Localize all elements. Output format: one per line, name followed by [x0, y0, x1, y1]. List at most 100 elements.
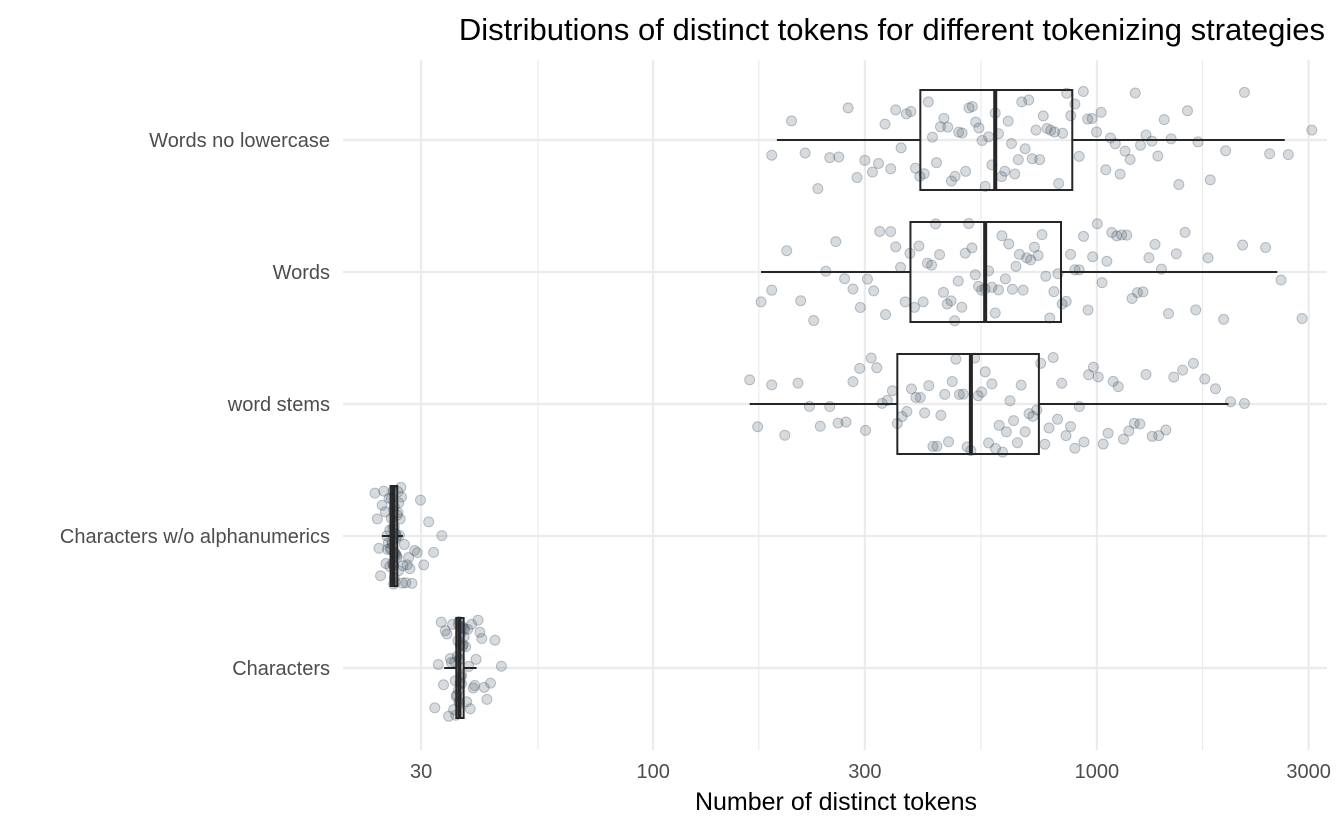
x-tick-label: 1000 — [1075, 761, 1120, 783]
data-point — [999, 273, 1011, 285]
data-point — [400, 577, 412, 589]
data-point — [935, 409, 947, 421]
data-point — [1051, 413, 1063, 425]
data-point — [1017, 284, 1029, 296]
data-point — [1091, 218, 1103, 230]
data-point — [963, 218, 975, 230]
data-point — [481, 693, 493, 705]
data-point — [1047, 351, 1059, 363]
data-point — [1073, 264, 1085, 276]
data-point — [914, 391, 926, 403]
data-point — [1119, 145, 1131, 157]
data-point — [840, 416, 852, 428]
data-point — [1091, 126, 1103, 138]
data-point — [1199, 373, 1211, 385]
data-point — [1082, 113, 1094, 125]
data-point — [436, 530, 448, 542]
data-point — [824, 152, 836, 164]
data-point — [472, 614, 484, 626]
data-point — [1002, 115, 1014, 127]
data-point — [1011, 437, 1023, 449]
data-point — [476, 633, 488, 645]
data-point — [976, 134, 988, 146]
data-point — [1158, 114, 1170, 126]
data-point — [1053, 178, 1065, 190]
y-tick-label: Words — [273, 262, 330, 284]
data-point — [369, 487, 381, 499]
data-point — [963, 102, 975, 114]
data-point — [1083, 369, 1095, 381]
data-point — [842, 102, 854, 114]
data-point — [485, 677, 497, 689]
data-point — [1069, 442, 1081, 454]
data-point — [766, 379, 778, 391]
data-point — [1224, 396, 1236, 408]
data-point — [871, 362, 883, 374]
data-point — [439, 625, 451, 637]
data-point — [833, 151, 845, 163]
data-point — [1153, 430, 1165, 442]
data-point — [905, 383, 917, 395]
data-point — [939, 388, 951, 400]
data-point — [779, 429, 791, 441]
data-point — [996, 230, 1008, 242]
data-point — [861, 273, 873, 285]
data-point — [1065, 248, 1077, 260]
data-point — [1092, 371, 1104, 383]
data-point — [808, 315, 820, 327]
data-point — [934, 249, 946, 261]
data-point — [972, 390, 984, 402]
y-tick-label: Words no lowercase — [149, 130, 330, 152]
data-point — [1028, 241, 1040, 253]
data-point — [1190, 304, 1202, 316]
data-point — [423, 516, 435, 528]
x-axis-labels: 30 100 300 1000 3000 — [410, 761, 1331, 783]
data-point — [792, 377, 804, 389]
data-point — [1121, 229, 1133, 241]
data-point — [839, 273, 851, 285]
data-point — [949, 170, 961, 182]
data-point — [854, 302, 866, 314]
data-point — [1296, 312, 1308, 324]
data-point — [1025, 254, 1037, 266]
data-point — [1187, 357, 1199, 369]
data-point — [966, 101, 978, 113]
data-point — [1086, 112, 1098, 124]
data-point — [469, 680, 481, 692]
data-point — [952, 275, 964, 287]
data-point — [1101, 255, 1113, 267]
data-point — [1056, 298, 1068, 310]
data-point — [371, 513, 383, 525]
box-layer — [382, 89, 1285, 719]
data-point — [1035, 357, 1047, 369]
data-point — [1040, 270, 1052, 282]
data-point — [409, 545, 421, 557]
data-point — [913, 240, 925, 252]
data-point — [847, 376, 859, 388]
x-tick-label: 300 — [848, 761, 881, 783]
data-point — [1043, 422, 1055, 434]
data-point — [943, 436, 955, 448]
data-point — [946, 375, 958, 387]
data-point — [970, 116, 982, 128]
data-point — [1264, 148, 1276, 160]
data-point — [930, 218, 942, 230]
data-point — [404, 563, 416, 575]
data-point — [1173, 179, 1185, 191]
data-point — [1160, 424, 1172, 436]
data-point — [993, 419, 1005, 431]
data-point — [918, 168, 930, 180]
data-point — [1019, 426, 1031, 438]
data-point — [1006, 138, 1018, 150]
data-point — [881, 394, 893, 406]
data-point — [1134, 418, 1146, 430]
data-point — [460, 641, 472, 653]
data-point — [1019, 143, 1031, 155]
data-point — [1016, 96, 1028, 108]
data-point — [814, 420, 826, 432]
data-point — [376, 499, 388, 511]
data-point — [1165, 133, 1177, 145]
data-point — [1030, 124, 1042, 136]
data-point — [398, 538, 410, 550]
